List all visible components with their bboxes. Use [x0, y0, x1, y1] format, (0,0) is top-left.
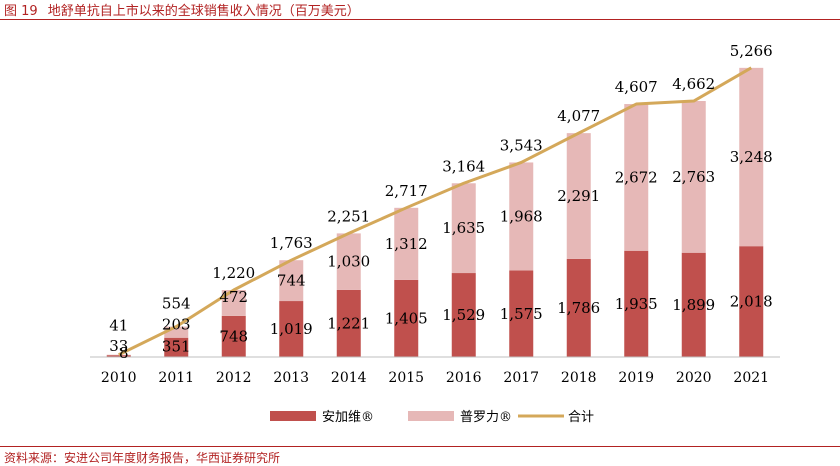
x-tick-label-2011: 2011 — [158, 370, 194, 386]
data-label-total-2021: 5,266 — [730, 42, 773, 60]
legend-label-series1: 安加维® — [322, 410, 374, 425]
legend-label-series2: 普罗力® — [460, 410, 512, 425]
data-label-series2-2017: 1,968 — [500, 207, 543, 225]
data-label-series2-2012: 472 — [219, 288, 248, 306]
data-label-total-2017: 3,543 — [500, 136, 543, 154]
x-tick-label-2016: 2016 — [446, 370, 482, 386]
data-label-series2-2010: 8 — [119, 344, 129, 362]
data-label-series1-2019: 1,935 — [615, 295, 658, 313]
data-label-total-2013: 1,763 — [270, 234, 313, 252]
x-tick-label-2021: 2021 — [733, 370, 769, 386]
data-label-total-2010: 41 — [109, 317, 128, 335]
x-tick-labels: 2010 2011 2012 2013 2014 2015 2016 2017 2018 2019… — [101, 370, 769, 386]
data-label-series1-2017: 1,575 — [500, 305, 543, 323]
x-tick-label-2010: 2010 — [101, 370, 137, 386]
data-label-series1-2018: 1,786 — [557, 299, 600, 317]
data-label-total-2018: 4,077 — [557, 107, 600, 125]
x-tick-label-2012: 2012 — [216, 370, 252, 386]
data-label-series1-2015: 1,405 — [385, 309, 428, 327]
bottom-rule — [0, 446, 840, 447]
x-tick-label-2017: 2017 — [503, 370, 539, 386]
legend-swatch-series1 — [270, 411, 316, 421]
data-label-series1-2021: 2,018 — [730, 293, 773, 311]
data-label-total-2016: 3,164 — [442, 157, 485, 175]
data-label-series2-2016: 1,635 — [442, 219, 485, 237]
x-tick-label-2018: 2018 — [561, 370, 597, 386]
data-label-series2-2013: 744 — [277, 272, 306, 290]
x-tick-label-2020: 2020 — [676, 370, 712, 386]
data-label-series1-2013: 1,019 — [270, 320, 313, 338]
data-label-series1-2014: 1,221 — [327, 314, 370, 332]
data-label-total-2012: 1,220 — [212, 264, 255, 282]
data-label-series2-2014: 1,030 — [327, 253, 370, 271]
legend-label-total: 合计 — [568, 410, 594, 425]
data-label-series1-2020: 1,899 — [672, 296, 715, 314]
legend: 安加维® 普罗力® 合计 — [270, 410, 594, 425]
data-label-total-2015: 2,717 — [385, 182, 428, 200]
data-label-series2-2019: 2,672 — [615, 168, 658, 186]
data-label-total-2011: 554 — [162, 295, 191, 313]
data-label-series2-2018: 2,291 — [557, 187, 600, 205]
data-label-series1-2011: 351 — [162, 338, 191, 356]
data-label-series2-2011: 203 — [162, 316, 191, 334]
legend-swatch-series2 — [408, 411, 454, 421]
x-tick-label-2015: 2015 — [388, 370, 424, 386]
x-tick-label-2019: 2019 — [618, 370, 654, 386]
data-label-series1-2012: 748 — [219, 327, 248, 345]
data-label-series2-2021: 3,248 — [730, 148, 773, 166]
source-note: 资料来源：安进公司年度财务报告，华西证券研究所 — [4, 449, 280, 466]
data-label-series2-2015: 1,312 — [385, 235, 428, 253]
data-label-series2-2020: 2,763 — [672, 168, 715, 186]
x-tick-label-2014: 2014 — [331, 370, 367, 386]
data-label-series1-2016: 1,529 — [442, 306, 485, 324]
data-label-total-2019: 4,607 — [615, 78, 658, 96]
data-label-total-2014: 2,251 — [327, 207, 370, 225]
chart: 2010 2011 2012 2013 2014 2015 2016 2017 2018 2019… — [0, 0, 840, 445]
bars-layer — [107, 68, 764, 357]
x-tick-label-2013: 2013 — [273, 370, 309, 386]
data-label-total-2020: 4,662 — [672, 75, 715, 93]
data-labels-layer: 338413512035547484721,2201,0197441,7631,… — [109, 42, 773, 362]
